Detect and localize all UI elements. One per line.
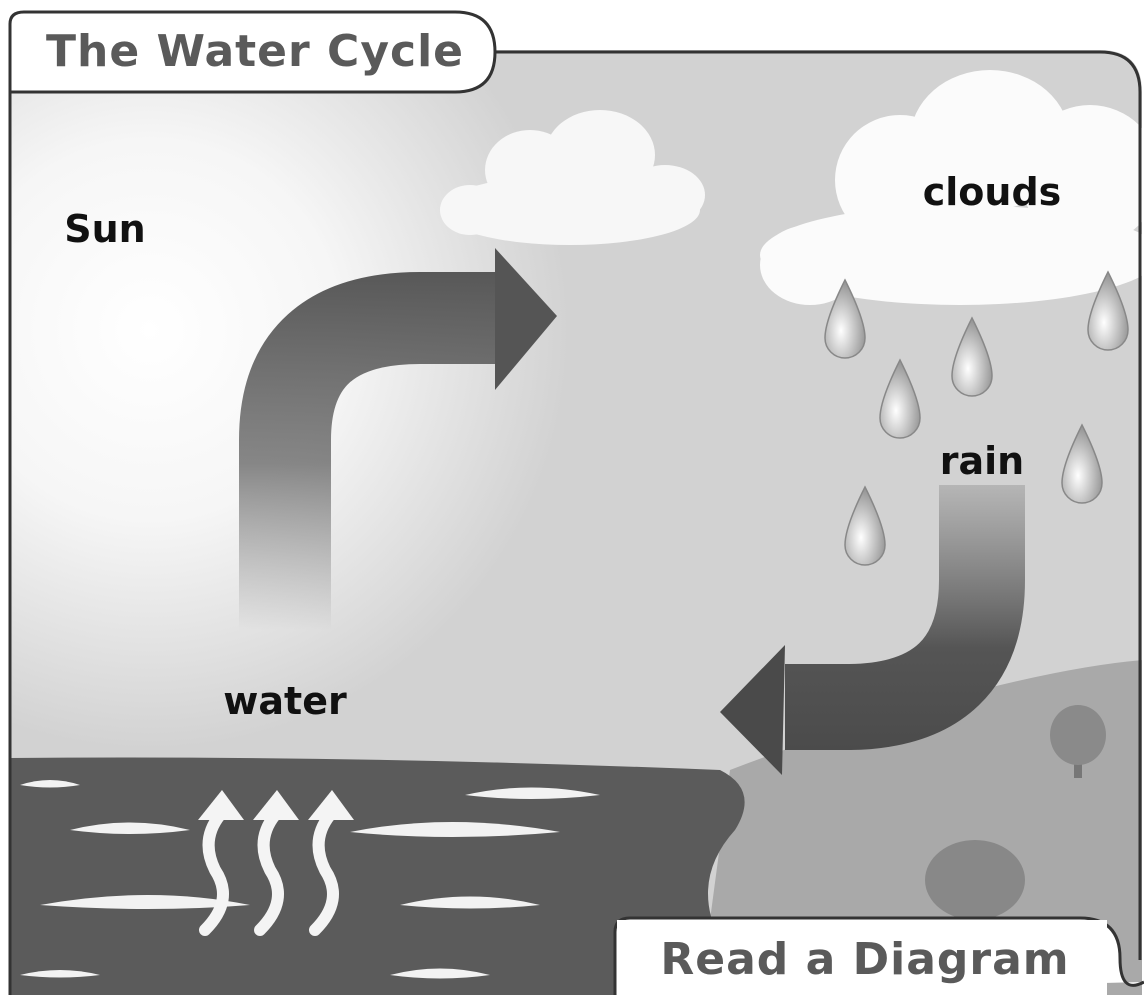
sun-label: Sun <box>64 207 145 251</box>
clouds-label: clouds <box>923 170 1062 214</box>
evaporation-heads <box>198 790 354 820</box>
cloud-part <box>625 165 705 225</box>
water-label: water <box>223 679 347 723</box>
tree-part <box>925 840 1025 920</box>
tree-part <box>1050 705 1106 765</box>
title: The Water Cycle <box>46 26 464 77</box>
cloud-part <box>440 185 500 235</box>
diagram: The Water Cycle Sun clouds rain water Re… <box>0 0 1144 995</box>
footer-label: Read a Diagram <box>660 934 1069 985</box>
page: The Water Cycle Sun clouds rain water Re… <box>0 0 1144 995</box>
tree <box>925 840 1025 920</box>
rain-label: rain <box>940 439 1024 483</box>
